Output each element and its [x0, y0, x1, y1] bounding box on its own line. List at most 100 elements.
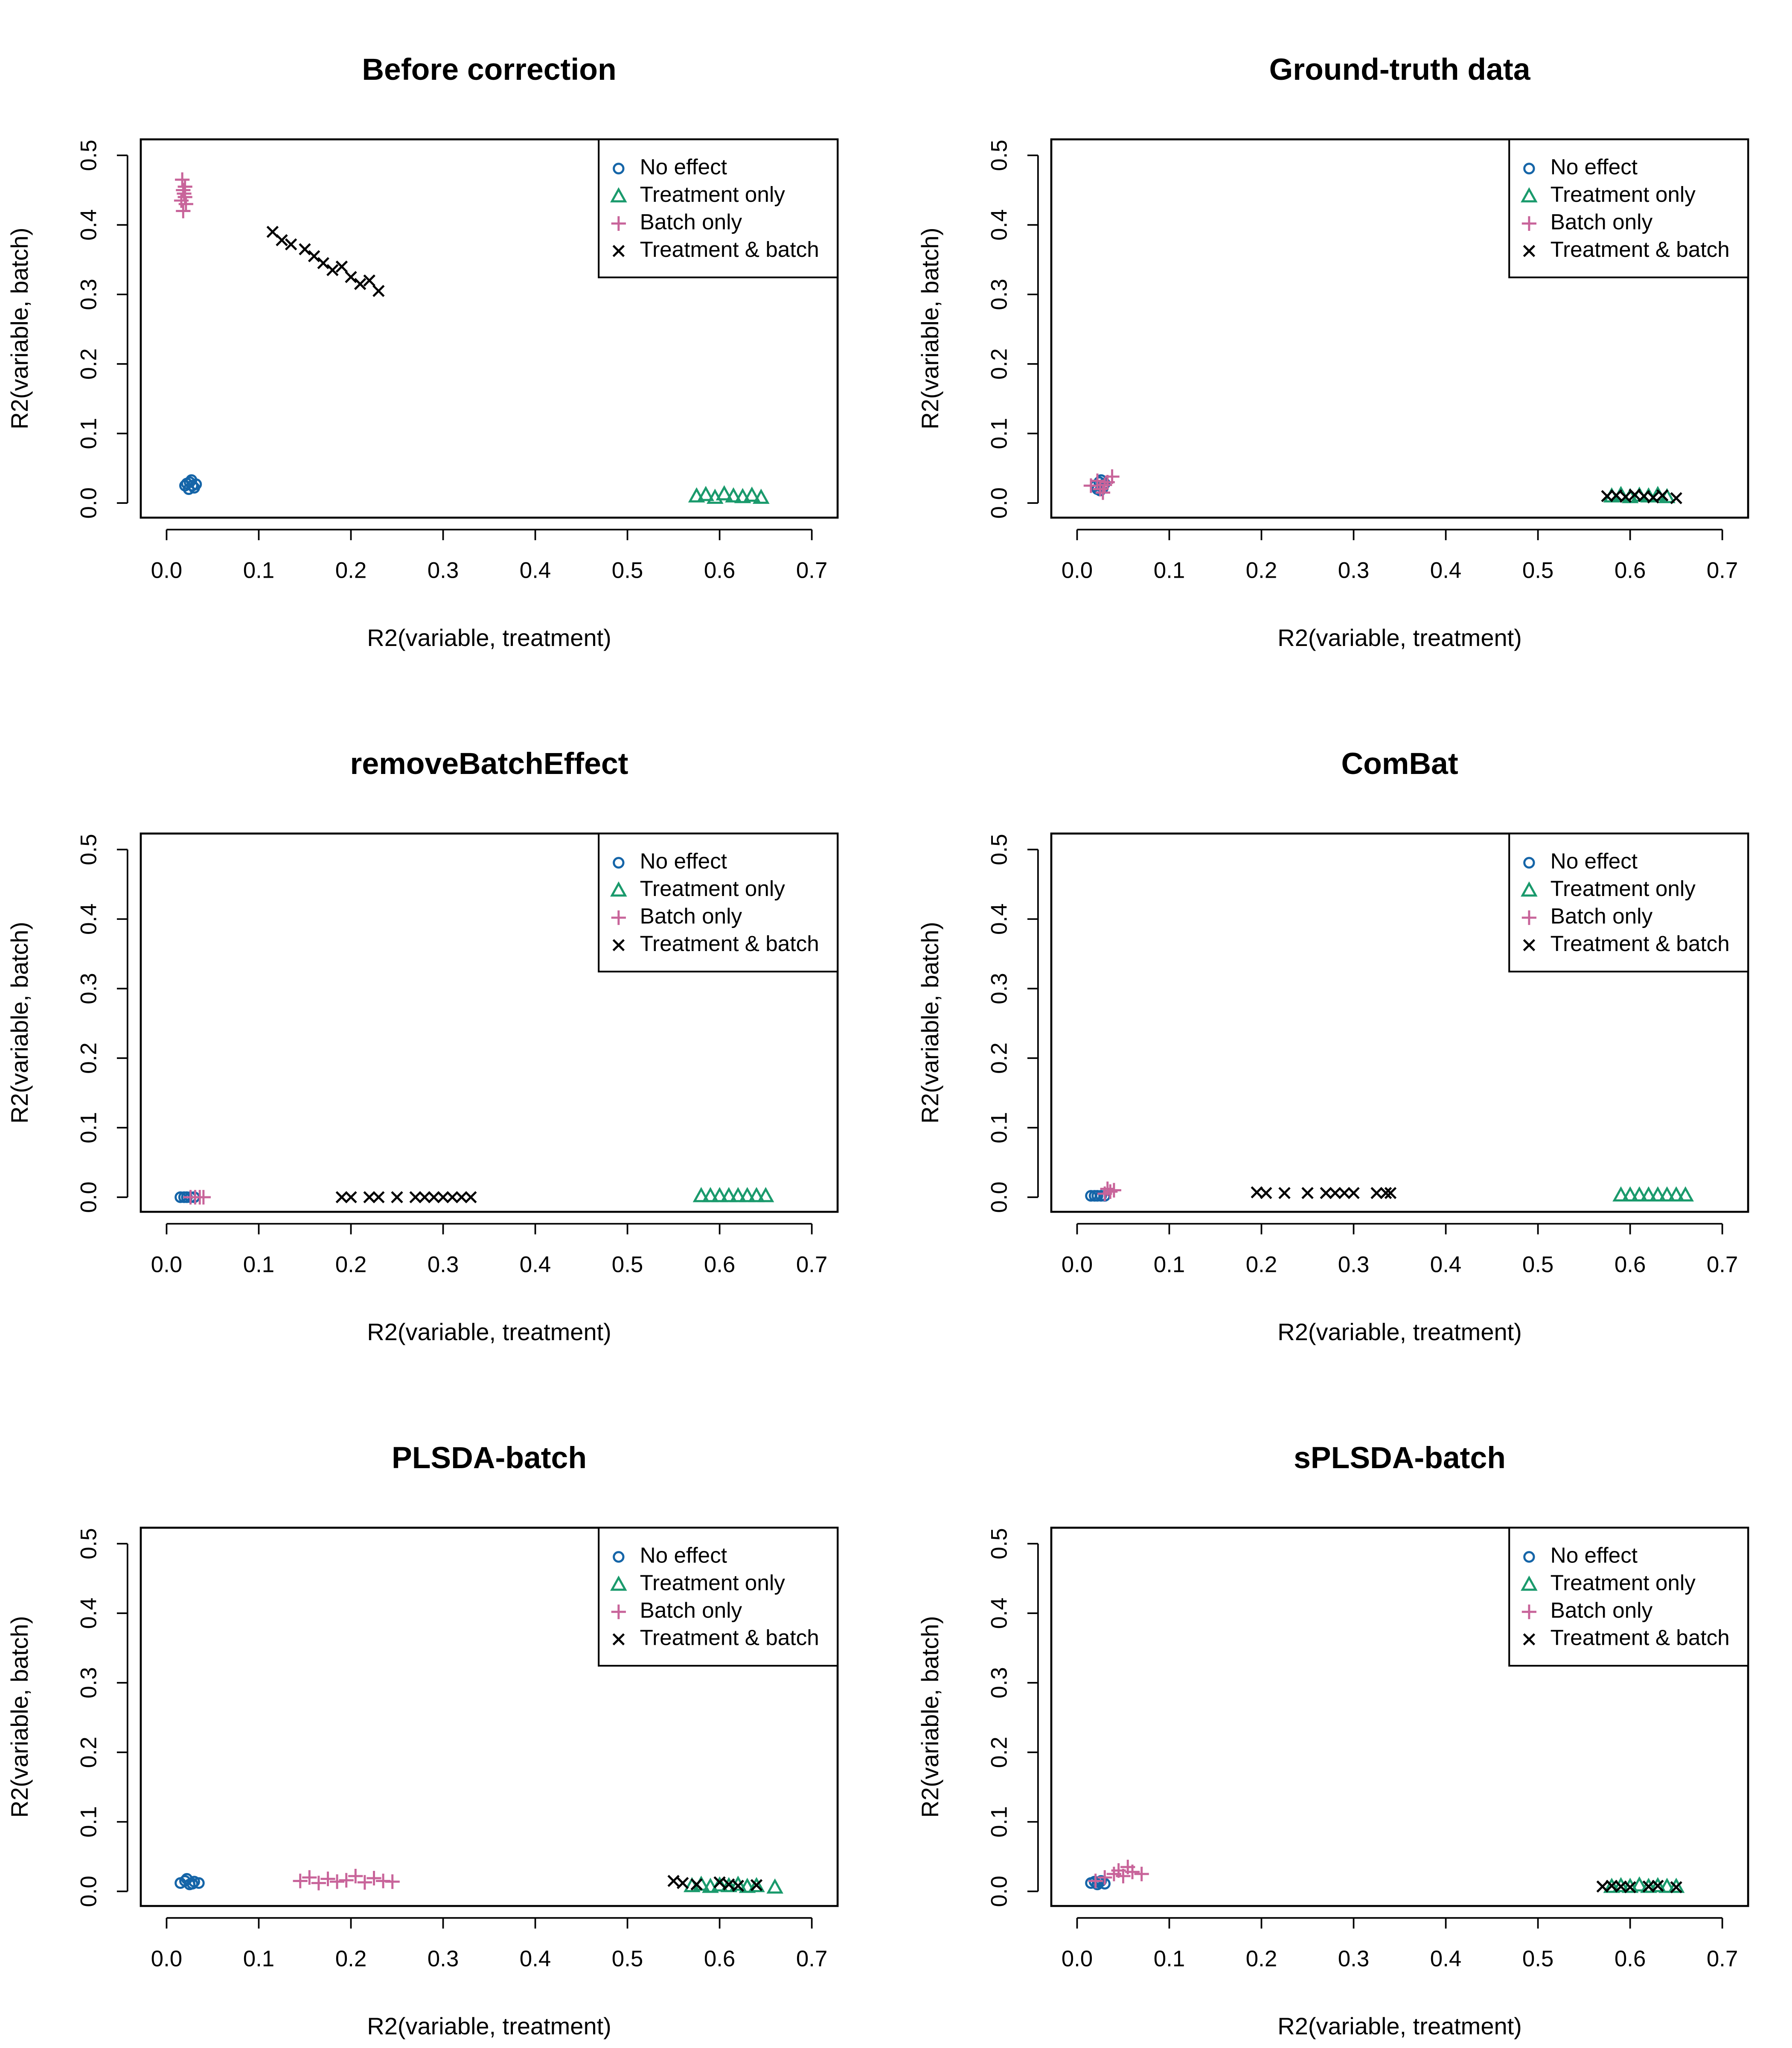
legend-box	[598, 138, 839, 279]
point	[1095, 1190, 1107, 1202]
point	[302, 1870, 317, 1885]
x-tick-label: 0.3	[428, 558, 459, 583]
point	[1631, 1186, 1648, 1201]
legend-label: Treatment only	[640, 1571, 785, 1595]
legend-label: Batch only	[640, 904, 742, 928]
point	[320, 1871, 335, 1886]
y-tick-label: 0.0	[987, 1181, 1012, 1213]
y-tick-label: 0.5	[987, 140, 1012, 171]
panel: Ground-truth data 0.0 0.1 0.2 0.3 0.4 0.5 0.6 0.…	[916, 52, 1749, 651]
panel: Before correction 0.0 0.1 0.2 0.3 0.4 0.5 0.6 0.…	[6, 52, 839, 651]
point	[1384, 1187, 1397, 1199]
point	[311, 1876, 326, 1891]
point	[1134, 1867, 1149, 1882]
legend-symbol	[611, 1604, 626, 1619]
legend-label: Treatment only	[640, 876, 785, 901]
point	[329, 1874, 345, 1889]
point	[357, 1875, 372, 1890]
y-axis-label: R2(variable, batch)	[6, 227, 33, 429]
y-tick-label: 0.4	[76, 209, 102, 241]
y-tick-label: 0.0	[76, 1181, 102, 1213]
legend-label: Treatment & batch	[1551, 1626, 1730, 1650]
point	[177, 179, 192, 194]
point	[1090, 473, 1105, 488]
x-tick-label: 0.0	[1062, 558, 1093, 583]
x-tick-label: 0.4	[520, 1252, 551, 1277]
plot-box	[140, 1527, 839, 1907]
y-tick-label: 0.2	[76, 348, 102, 380]
x-axis-label: R2(variable, treatment)	[367, 1318, 611, 1345]
chart-title: Ground-truth data	[1269, 52, 1531, 87]
legend-symbol	[1521, 1575, 1538, 1591]
x-tick-label: 0.3	[428, 1252, 459, 1277]
point	[757, 1187, 774, 1202]
y-tick-label: 0.4	[987, 903, 1012, 935]
point	[1097, 477, 1112, 492]
panel: ComBat 0.0 0.1 0.2 0.3 0.4 0.5 0.6 0.7 0.0 0.1 0.2 0…	[916, 747, 1749, 1345]
point	[1640, 1186, 1657, 1201]
legend-label: Treatment only	[1551, 182, 1696, 207]
legend-label: Treatment only	[1551, 876, 1696, 901]
legend-symbol	[612, 245, 625, 257]
y-tick-label: 0.1	[76, 1806, 102, 1838]
point	[1656, 489, 1669, 502]
point	[1105, 469, 1120, 484]
x-axis-label: R2(variable, treatment)	[367, 2013, 611, 2039]
point	[730, 1187, 747, 1202]
x-tick-label: 0.1	[1154, 1946, 1185, 1972]
point	[739, 1187, 756, 1202]
point	[739, 1877, 756, 1893]
point	[293, 1873, 308, 1888]
legend-box	[1508, 1527, 1749, 1667]
point	[335, 260, 348, 273]
point	[465, 1191, 477, 1204]
point	[688, 487, 705, 503]
y-tick-label: 0.0	[76, 1876, 102, 1907]
plot-box	[1050, 832, 1749, 1213]
point	[676, 1877, 689, 1889]
x-tick-label: 0.2	[1246, 1946, 1277, 1972]
y-tick-label: 0.5	[987, 1528, 1012, 1559]
y-tick-label: 0.5	[76, 1528, 102, 1559]
y-tick-label: 0.3	[987, 279, 1012, 310]
point	[1347, 1187, 1360, 1199]
legend-label: Batch only	[1551, 904, 1653, 928]
point	[1631, 1876, 1648, 1892]
point	[317, 257, 329, 269]
x-tick-label: 0.5	[1522, 1252, 1554, 1277]
point	[409, 1191, 422, 1204]
point	[702, 1187, 719, 1202]
legend-symbol	[610, 187, 627, 203]
point	[196, 1190, 211, 1205]
panel: PLSDA-batch 0.0 0.1 0.2 0.3 0.4 0.5 0.6 0.7 0.0 0.…	[6, 1441, 839, 2039]
x-tick-label: 0.5	[1522, 1946, 1554, 1972]
x-tick-label: 0.2	[335, 558, 367, 583]
point	[354, 278, 367, 290]
panel: sPLSDA-batch 0.0 0.1 0.2 0.3 0.4 0.5 0.6 0.7 0.0 0…	[916, 1441, 1749, 2039]
y-tick-label: 0.3	[76, 279, 102, 310]
point	[428, 1191, 440, 1204]
legend-symbol	[613, 1551, 625, 1563]
y-tick-label: 0.1	[987, 1806, 1012, 1838]
point	[1670, 1881, 1682, 1894]
point	[1103, 1184, 1118, 1199]
legend-symbol	[1523, 163, 1535, 175]
point	[732, 1879, 745, 1892]
x-tick-label: 0.7	[1707, 558, 1738, 583]
x-tick-label: 0.5	[612, 558, 643, 583]
y-tick-label: 0.2	[987, 1737, 1012, 1768]
chart-title: PLSDA-batch	[392, 1441, 587, 1475]
x-tick-label: 0.4	[520, 558, 551, 583]
point	[335, 1191, 348, 1204]
point	[419, 1191, 431, 1204]
x-tick-label: 0.0	[1062, 1946, 1093, 1972]
y-tick-label: 0.3	[76, 1667, 102, 1699]
x-tick-label: 0.0	[151, 1252, 183, 1277]
legend-label: Batch only	[640, 1598, 742, 1622]
point	[1670, 492, 1682, 504]
x-tick-label: 0.6	[1615, 558, 1646, 583]
point	[753, 489, 770, 504]
legend-label: No effect	[1551, 849, 1638, 873]
legend-symbol	[1523, 939, 1536, 951]
x-tick-label: 0.3	[1338, 558, 1370, 583]
